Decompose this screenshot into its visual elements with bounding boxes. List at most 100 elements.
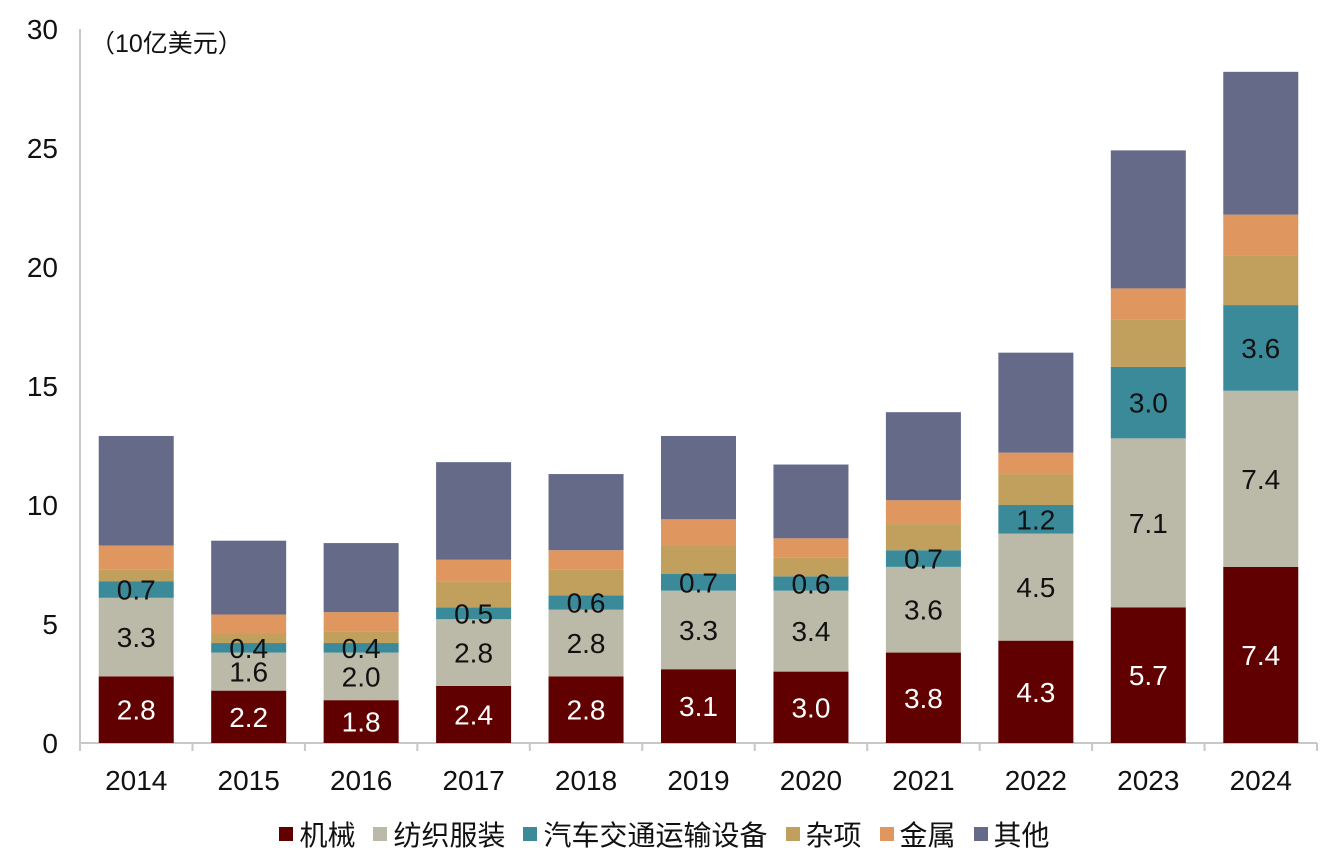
bar-segment [211, 690, 287, 743]
bar-segment [211, 614, 287, 634]
bar-segment [773, 557, 849, 577]
bar-stack-2024 [1223, 71, 1299, 743]
bar-segment [436, 581, 512, 608]
bar-segment [1223, 390, 1299, 567]
bar-segment [661, 669, 736, 743]
bar-segment [323, 700, 399, 743]
bars [98, 71, 1299, 743]
legend-item: 汽车交通运输设备 [523, 814, 768, 854]
bar-segment [773, 671, 849, 743]
data-label: 1.8 [342, 707, 381, 738]
legend-label: 金属 [899, 819, 956, 852]
stacked-bar-chart: 2.83.30.72.21.60.41.82.00.42.42.80.52.82… [27, 14, 1318, 796]
bar-segment [436, 462, 512, 560]
x-tick-label: 2014 [105, 765, 167, 796]
bar-stack-2019 [661, 435, 736, 743]
unit-label: （10亿美元） [90, 30, 243, 58]
bar-segment [211, 652, 287, 691]
y-tick-label: 0 [42, 728, 58, 759]
x-tick-label: 2023 [1117, 765, 1179, 796]
bar-stack-2016 [323, 543, 399, 743]
data-label: 3.0 [1129, 388, 1168, 419]
data-label: 3.4 [791, 616, 830, 647]
legend-label: 机械 [299, 819, 356, 852]
data-label: 2.8 [567, 628, 606, 659]
bar-stack-2023 [1110, 150, 1186, 743]
data-label: 2.8 [567, 695, 606, 726]
data-label: 4.3 [1016, 677, 1055, 708]
bar-segment [98, 597, 174, 677]
legend-item: 纺织服装 [373, 814, 505, 854]
bar-segment [998, 533, 1074, 641]
x-tick-label: 2016 [330, 765, 392, 796]
bar-stack-2022 [998, 352, 1074, 743]
bar-segment [323, 543, 399, 613]
data-label: 3.8 [904, 683, 943, 714]
bar-segment [773, 538, 849, 558]
bar-segment [1223, 305, 1299, 391]
data-label: 5.7 [1129, 660, 1168, 691]
bar-segment [885, 500, 961, 525]
bar-segment [885, 566, 961, 653]
bar-segment [885, 652, 961, 743]
legend-swatch [973, 827, 988, 841]
bar-segment [548, 474, 624, 551]
legend-item: 金属 [879, 814, 956, 854]
data-label: 3.3 [117, 622, 156, 653]
bar-segment [98, 435, 174, 546]
bar-segment [323, 631, 399, 644]
bar-segment [773, 590, 849, 672]
x-tick-label: 2015 [218, 765, 280, 796]
legend-label: 汽车交通运输设备 [543, 819, 768, 852]
legend-item: 其他 [973, 814, 1050, 854]
y-tick-label: 10 [27, 490, 58, 521]
data-label: 2.8 [117, 695, 156, 726]
bar-stack-2015 [211, 540, 287, 743]
bar-segment [548, 595, 624, 610]
bar-stack-2021 [885, 412, 961, 743]
x-tick-label: 2019 [667, 765, 729, 796]
x-tick-label: 2018 [555, 765, 617, 796]
legend-swatch [523, 827, 538, 841]
bar-segment [773, 576, 849, 591]
data-label: 0.7 [117, 574, 156, 605]
data-label: 1.6 [229, 657, 268, 688]
data-label: 1.2 [1016, 504, 1055, 535]
x-tick-labels: 2014 2015 2016 2017 2018 2019 2020 2021 2022 2023… [105, 765, 1292, 796]
data-label: 3.3 [679, 615, 718, 646]
bar-segment [661, 574, 736, 591]
x-tick-label: 2024 [1230, 765, 1292, 796]
bar-segment [548, 676, 624, 743]
data-label: 7.4 [1241, 464, 1280, 495]
legend-label: 杂项 [805, 819, 862, 852]
bar-segment [548, 609, 624, 677]
bar-segment [1110, 319, 1186, 367]
bar-segment [211, 643, 287, 653]
legend-item: 机械 [279, 814, 355, 854]
legend-label: 其他 [993, 819, 1050, 852]
data-label: 7.1 [1129, 508, 1168, 539]
bar-segment [98, 581, 174, 598]
data-label: 7.4 [1241, 640, 1280, 671]
bar-stack-2014 [98, 435, 174, 743]
data-label: 2.2 [229, 702, 268, 733]
bar-segment [661, 435, 736, 520]
x-tick-label: 2022 [1005, 765, 1067, 796]
bar-segment [98, 569, 174, 582]
x-tick-label: 2021 [892, 765, 954, 796]
data-label: 0.6 [791, 569, 830, 600]
data-label: 0.7 [679, 567, 718, 598]
bar-segment [885, 524, 961, 551]
data-label: 3.6 [904, 595, 943, 626]
y-tick-label: 30 [27, 14, 58, 45]
data-label: 3.1 [679, 691, 718, 722]
bar-segment [436, 607, 512, 620]
y-tick-label: 25 [27, 133, 58, 164]
bar-stack-2020 [773, 464, 849, 743]
data-label: 2.4 [454, 699, 493, 730]
bar-segment [1110, 288, 1186, 320]
bar-segment [661, 519, 736, 546]
data-label: 3.6 [1241, 333, 1280, 364]
data-label: 3.0 [791, 692, 830, 723]
bar-segment [548, 569, 624, 596]
